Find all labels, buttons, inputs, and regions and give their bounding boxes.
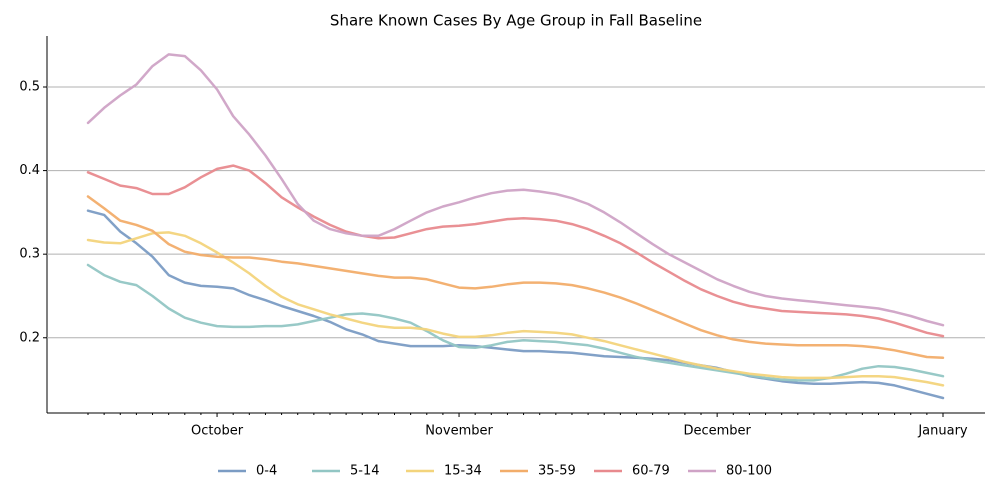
series-line <box>86 195 945 360</box>
legend-label: 60-79 <box>632 464 670 479</box>
x-tick-label: January <box>917 424 968 439</box>
y-tick-label: 0.3 <box>19 247 40 262</box>
series-line <box>86 164 945 338</box>
legend-label: 35-59 <box>538 464 576 479</box>
series-line <box>86 263 945 382</box>
x-tick-label: October <box>191 424 244 439</box>
series-line <box>86 209 945 400</box>
legend-label: 80-100 <box>726 464 772 479</box>
series-line <box>86 53 945 327</box>
x-tick-label: November <box>425 424 493 439</box>
legend-label: 5-14 <box>350 464 380 479</box>
y-tick-label: 0.5 <box>19 79 40 94</box>
legend-label: 15-34 <box>444 464 482 479</box>
legend-label: 0-4 <box>256 464 277 479</box>
x-tick-label: December <box>683 424 751 439</box>
y-tick-label: 0.2 <box>19 330 40 345</box>
y-tick-label: 0.4 <box>19 163 40 178</box>
chart-title: Share Known Cases By Age Group in Fall B… <box>330 12 702 30</box>
series-line <box>86 231 945 387</box>
